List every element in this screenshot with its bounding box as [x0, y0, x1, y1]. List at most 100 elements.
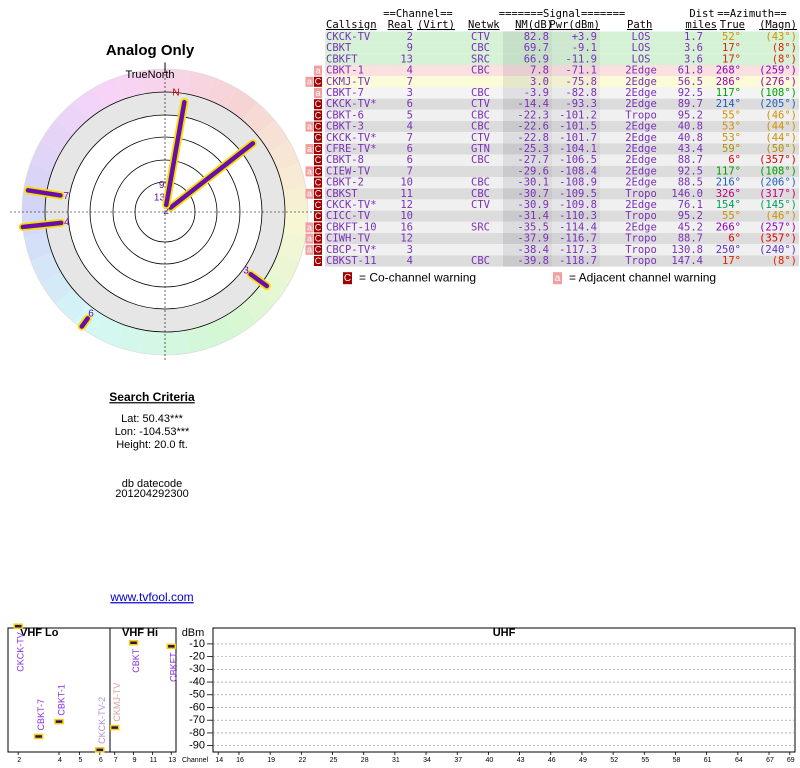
cell-magn: (8°): [772, 255, 797, 267]
cell-true: 17°: [722, 255, 741, 267]
flag-box: [305, 166, 314, 177]
cell-magn: (46°): [765, 210, 797, 222]
compass-band: [206, 315, 237, 347]
x-tick-label: 22: [298, 757, 306, 764]
flag-box: [314, 211, 322, 222]
group-header: ==Azimuth==: [717, 8, 787, 20]
signal-shade: [503, 87, 552, 99]
y-tick-label: -20: [189, 651, 205, 663]
flag: C: [315, 110, 322, 120]
cell-true: 53°: [722, 132, 741, 144]
cell-true: 17°: [722, 42, 741, 54]
compass-band: [225, 88, 257, 121]
station-marker: [33, 733, 44, 740]
cell-dist: 146.0: [671, 188, 703, 200]
x-tick-label: 40: [486, 757, 494, 764]
signal-shade: [503, 76, 552, 88]
cell-magn: (44°): [765, 121, 797, 133]
cell-real: 10: [400, 177, 413, 189]
signal-shade: [552, 121, 600, 133]
cell-true: 6°: [728, 233, 741, 245]
signal-shade: [552, 210, 600, 222]
compass-band: [277, 232, 306, 261]
flag: C: [315, 222, 322, 232]
cell-dist: 45.2: [678, 221, 703, 233]
compass-band: [73, 88, 105, 121]
signal-shade: [552, 31, 600, 43]
flag: a: [307, 121, 312, 131]
cell-path: Tropo: [625, 188, 657, 200]
flag-box: [314, 144, 322, 154]
cell-callsign: CBKT-3: [326, 121, 364, 133]
cell-nm: -39.8: [517, 255, 549, 267]
legend-box: [553, 272, 562, 285]
cell-callsign: CKCK-TV*: [326, 199, 377, 211]
signal-shade: [552, 65, 600, 77]
y-tick-label: -80: [189, 727, 205, 739]
station-label: CKMJ-TV: [112, 683, 122, 722]
flag-box: [314, 65, 322, 76]
cell-path: 2Edge: [625, 154, 657, 166]
site-link[interactable]: www.tvfool.com: [109, 590, 193, 604]
cell-path: 2Edge: [625, 98, 657, 110]
signal-shade: [552, 76, 600, 88]
column-header: Path: [627, 19, 652, 31]
ray: [25, 188, 63, 198]
cell-magn: (276°): [759, 76, 797, 88]
y-tick-label: -50: [189, 689, 205, 701]
ray: [20, 220, 64, 230]
row-background: [325, 177, 799, 189]
cell-real: 16: [400, 221, 413, 233]
station-marker: [166, 643, 177, 650]
cell-path: LOS: [632, 53, 651, 65]
compass-band: [30, 140, 62, 171]
cell-nm: -22.6: [517, 121, 549, 133]
cell-true: 117°: [716, 87, 741, 99]
cell-true: 52°: [722, 31, 741, 43]
cell-magn: (8°): [772, 42, 797, 54]
cell-pwr: -108.4: [559, 165, 597, 177]
cell-nm: -30.7: [517, 188, 549, 200]
flag: a: [307, 166, 312, 176]
cell-true: 53°: [722, 121, 741, 133]
panel-title: VHF Hi: [122, 627, 158, 639]
cell-callsign: CFRE-TV*: [326, 143, 377, 155]
cell-nm: -27.7: [517, 154, 549, 166]
cell-callsign: CBKT-8: [326, 154, 364, 166]
cell-true: 6°: [728, 154, 741, 166]
x-tick-label: 7: [114, 757, 118, 764]
cell-netwk: CTV: [471, 98, 491, 110]
cell-nm: -3.9: [524, 87, 549, 99]
x-tick-label: 67: [766, 757, 774, 764]
cell-magn: (108°): [759, 165, 797, 177]
signal-shade: [503, 143, 552, 155]
cell-nm: -38.4: [517, 244, 549, 256]
cell-true: 286°: [716, 76, 741, 88]
column-header: True: [720, 19, 745, 31]
cell-pwr: +3.9: [572, 31, 597, 43]
cell-callsign: CBCP-TV*: [326, 244, 377, 256]
flag: C: [315, 155, 322, 165]
signal-shade: [552, 53, 600, 65]
cell-real: 13: [400, 53, 413, 65]
flag: a: [307, 189, 312, 199]
ray-label: 13: [154, 193, 166, 204]
group-header: Dist: [689, 8, 714, 20]
column-header: Callsign: [326, 19, 377, 31]
cell-pwr: -9.1: [572, 42, 597, 54]
ray-label: 7: [63, 191, 69, 202]
cell-nm: 69.7: [524, 42, 549, 54]
station-label: CBKFT: [169, 652, 179, 682]
signal-shade: [552, 188, 600, 200]
cell-path: 2Edge: [625, 76, 657, 88]
cell-dist: 92.5: [678, 165, 703, 177]
flag: a: [307, 77, 312, 87]
cell-callsign: CBKST: [326, 188, 358, 200]
cell-callsign: CKMJ-TV: [326, 76, 371, 88]
compass-band: [256, 120, 289, 152]
signal-shade: [503, 199, 552, 211]
flag: C: [315, 166, 322, 176]
cell-nm: -14.4: [517, 98, 549, 110]
cell-path: 2Edge: [625, 132, 657, 144]
compass-band: [116, 71, 145, 100]
